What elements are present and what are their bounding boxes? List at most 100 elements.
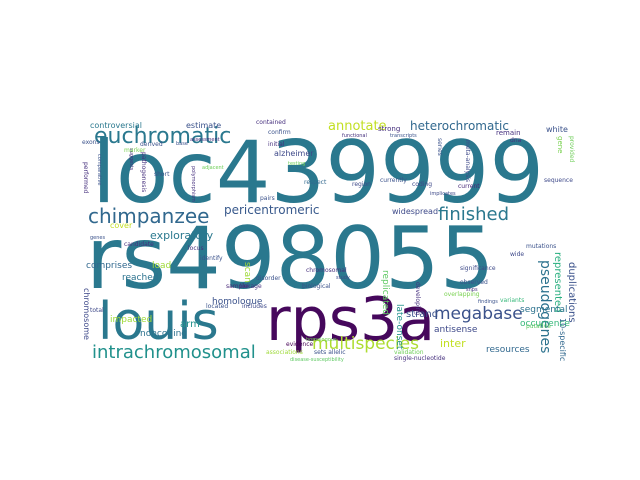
word: rps3a bbox=[266, 285, 435, 355]
word: duplications bbox=[566, 262, 577, 323]
word: strong bbox=[378, 125, 401, 133]
word: annotate bbox=[328, 119, 387, 134]
word: impacted bbox=[110, 315, 153, 325]
word: located bbox=[206, 303, 229, 310]
word: chromosome bbox=[82, 288, 91, 340]
word: inter bbox=[440, 337, 466, 350]
word: mutations bbox=[526, 243, 557, 250]
word-cloud: loc439999 rs498055 rps3a louis euchromat… bbox=[80, 112, 580, 370]
word: arm bbox=[180, 319, 200, 330]
word: assessment bbox=[190, 137, 220, 143]
word: pseudogenes bbox=[537, 260, 553, 354]
word: linkage bbox=[240, 283, 262, 290]
word: megabase bbox=[434, 304, 523, 324]
word: homologue bbox=[212, 297, 263, 307]
word: functional bbox=[342, 133, 367, 139]
word: meta-analysis bbox=[464, 140, 471, 183]
word: coding bbox=[412, 181, 433, 188]
word: includes bbox=[242, 303, 267, 310]
word: provided bbox=[568, 136, 575, 163]
word: implicates bbox=[430, 191, 456, 197]
word: confirm bbox=[268, 129, 291, 136]
word: rs498055 bbox=[86, 209, 495, 309]
word: scan bbox=[242, 262, 252, 283]
word: developing bbox=[414, 282, 421, 316]
word: pathogenesis bbox=[140, 152, 147, 193]
word: biological bbox=[302, 283, 331, 290]
word: derived bbox=[140, 141, 163, 148]
word: louis bbox=[98, 292, 219, 352]
word: locus bbox=[188, 245, 204, 252]
word: alzheimer bbox=[274, 149, 314, 158]
word: replicated bbox=[380, 270, 390, 315]
word: chromosomal bbox=[306, 267, 347, 274]
word: strand bbox=[406, 309, 439, 320]
word: series bbox=[436, 138, 443, 156]
word: single-nucleotide bbox=[394, 355, 446, 362]
word: current bbox=[458, 183, 480, 190]
word: multispecies bbox=[312, 334, 419, 354]
word: disease-susceptibility bbox=[290, 357, 344, 363]
word: initial bbox=[268, 141, 285, 148]
word: occurrence bbox=[520, 319, 570, 329]
word: observed bbox=[460, 279, 488, 286]
word: comprises bbox=[86, 261, 133, 271]
word: findings bbox=[478, 299, 498, 305]
word: dna bbox=[510, 137, 522, 144]
word: marker bbox=[124, 147, 146, 154]
word: remain bbox=[496, 129, 521, 137]
word: late-onset bbox=[394, 304, 404, 350]
word: total bbox=[90, 307, 104, 314]
word: represented bbox=[552, 252, 563, 313]
word: antisense bbox=[434, 325, 478, 335]
word: loc439999 bbox=[92, 123, 545, 223]
word: homologous bbox=[306, 337, 337, 343]
word: sequence bbox=[544, 177, 573, 184]
word: overlapping bbox=[444, 291, 480, 298]
word: pericentromeric bbox=[224, 203, 320, 217]
word: putative bbox=[526, 323, 551, 330]
word: transcripts bbox=[390, 133, 417, 139]
word: 10-specific bbox=[558, 318, 567, 362]
word: region bbox=[352, 181, 371, 188]
word: genes bbox=[90, 235, 106, 241]
word: widespread bbox=[392, 207, 439, 216]
word: cover bbox=[110, 221, 133, 230]
word: snps bbox=[466, 287, 478, 293]
word: polymorphism bbox=[190, 166, 196, 202]
word: variants bbox=[500, 297, 525, 304]
word: heterochromatic bbox=[410, 119, 509, 133]
word: currently bbox=[380, 177, 407, 184]
word: short bbox=[154, 171, 170, 178]
word: load bbox=[152, 261, 172, 271]
word: segmental bbox=[520, 305, 568, 315]
word: gene bbox=[556, 136, 564, 154]
word: contained bbox=[256, 119, 286, 126]
word: validation bbox=[394, 349, 424, 356]
word: study bbox=[336, 275, 350, 281]
word: sample bbox=[226, 283, 248, 290]
word: suggests bbox=[128, 148, 134, 171]
word: estimate bbox=[186, 121, 222, 130]
word: testing bbox=[288, 161, 306, 167]
word: chimpanzee bbox=[88, 204, 210, 228]
word: candidate bbox=[124, 241, 154, 248]
word: base bbox=[176, 141, 188, 147]
word: performed bbox=[82, 162, 89, 194]
word: associations bbox=[266, 349, 303, 356]
word: wide bbox=[510, 251, 525, 258]
word: sets allelic bbox=[314, 349, 346, 356]
word: finished bbox=[438, 204, 510, 225]
word: noncoding bbox=[140, 329, 187, 339]
word: euchromatic bbox=[94, 124, 232, 149]
word: reached bbox=[122, 273, 159, 283]
word: disorder bbox=[256, 275, 281, 282]
word: intrachromosomal bbox=[92, 342, 256, 363]
word: resources bbox=[486, 345, 530, 355]
word: white bbox=[546, 125, 568, 134]
word: exploratory bbox=[150, 229, 214, 242]
word: exons bbox=[82, 139, 100, 146]
word: significance bbox=[460, 265, 496, 272]
word: pairs bbox=[260, 195, 275, 202]
word: evidence bbox=[286, 341, 314, 348]
